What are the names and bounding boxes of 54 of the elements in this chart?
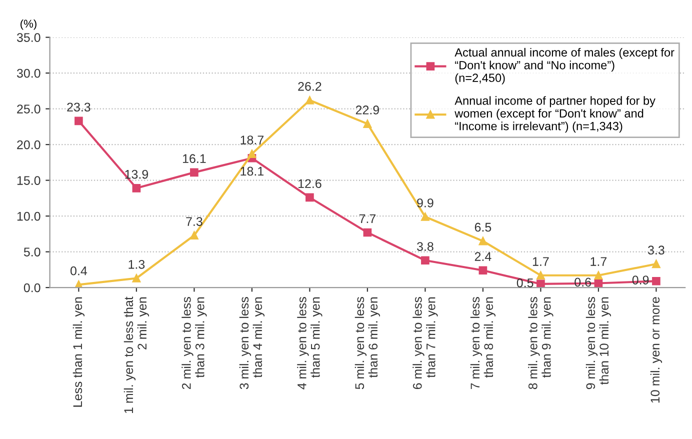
point [306,193,314,202]
point [536,280,545,288]
y-tick-label: 35.0 [16,33,40,42]
point [74,116,83,126]
point [536,271,545,280]
x-tick-label: Less than 1 mil. yen [72,297,85,407]
data-label: 0.4 [70,266,88,276]
y-tick-label: 10.0 [17,212,40,221]
y-tick-label: 30.0 [16,68,40,78]
data-label: 16.1 [182,154,206,164]
x-tick-label: 2 mil. yen to less than 3 mil. yen [182,297,207,390]
point [421,256,430,265]
data-label: 3.8 [416,242,434,251]
y-axis-title: (%) [20,19,36,30]
point [363,120,372,128]
data-label: 13.9 [125,170,148,179]
point [652,276,660,286]
data-label: 12.6 [298,179,322,188]
point [190,231,198,240]
point [478,236,488,246]
data-label: 7.3 [186,217,202,226]
point [478,266,488,275]
data-label: 23.3 [67,102,90,112]
data-label: 0.5 [516,278,534,288]
data-label: 9.9 [417,198,434,208]
point [594,271,603,280]
data-label: 3.3 [648,246,664,255]
y-tick-label: 20.0 [17,140,40,150]
data-label: 1.3 [128,260,145,269]
data-label: 1.7 [590,257,607,266]
y-tick-label: 25.0 [17,104,40,114]
point [652,260,660,268]
data-label: 1.7 [532,257,549,266]
point [248,150,256,158]
point [132,184,141,192]
legend-label: Actual annual income of males (except for “Don't know” and “No income”) (n=2,450) [454,48,674,84]
point [421,212,430,221]
point [306,96,314,104]
legend-label: Annual income of partner hoped for by women (except for “Don't know” and “Income is irrelevant”) (n=1,343) [454,96,656,133]
point [363,228,372,237]
data-label: 26.2 [298,82,322,91]
y-tick-label: 15.0 [17,176,40,185]
data-label: 18.7 [240,136,264,144]
point [190,168,198,177]
y-tick-label: 0.0 [24,283,40,292]
data-label: 2.4 [474,252,492,261]
point [132,274,141,282]
x-tick-label: 1 mil. yen to less that 2 mil. yen [124,296,150,414]
x-tick-label: 10 mil. yen or more [650,297,662,403]
y-tick-label: 5.0 [24,248,40,256]
data-label: 6.5 [474,222,492,232]
data-label: 18.1 [240,166,264,176]
data-label: 22.9 [356,106,380,114]
data-label: 7.7 [359,214,376,223]
